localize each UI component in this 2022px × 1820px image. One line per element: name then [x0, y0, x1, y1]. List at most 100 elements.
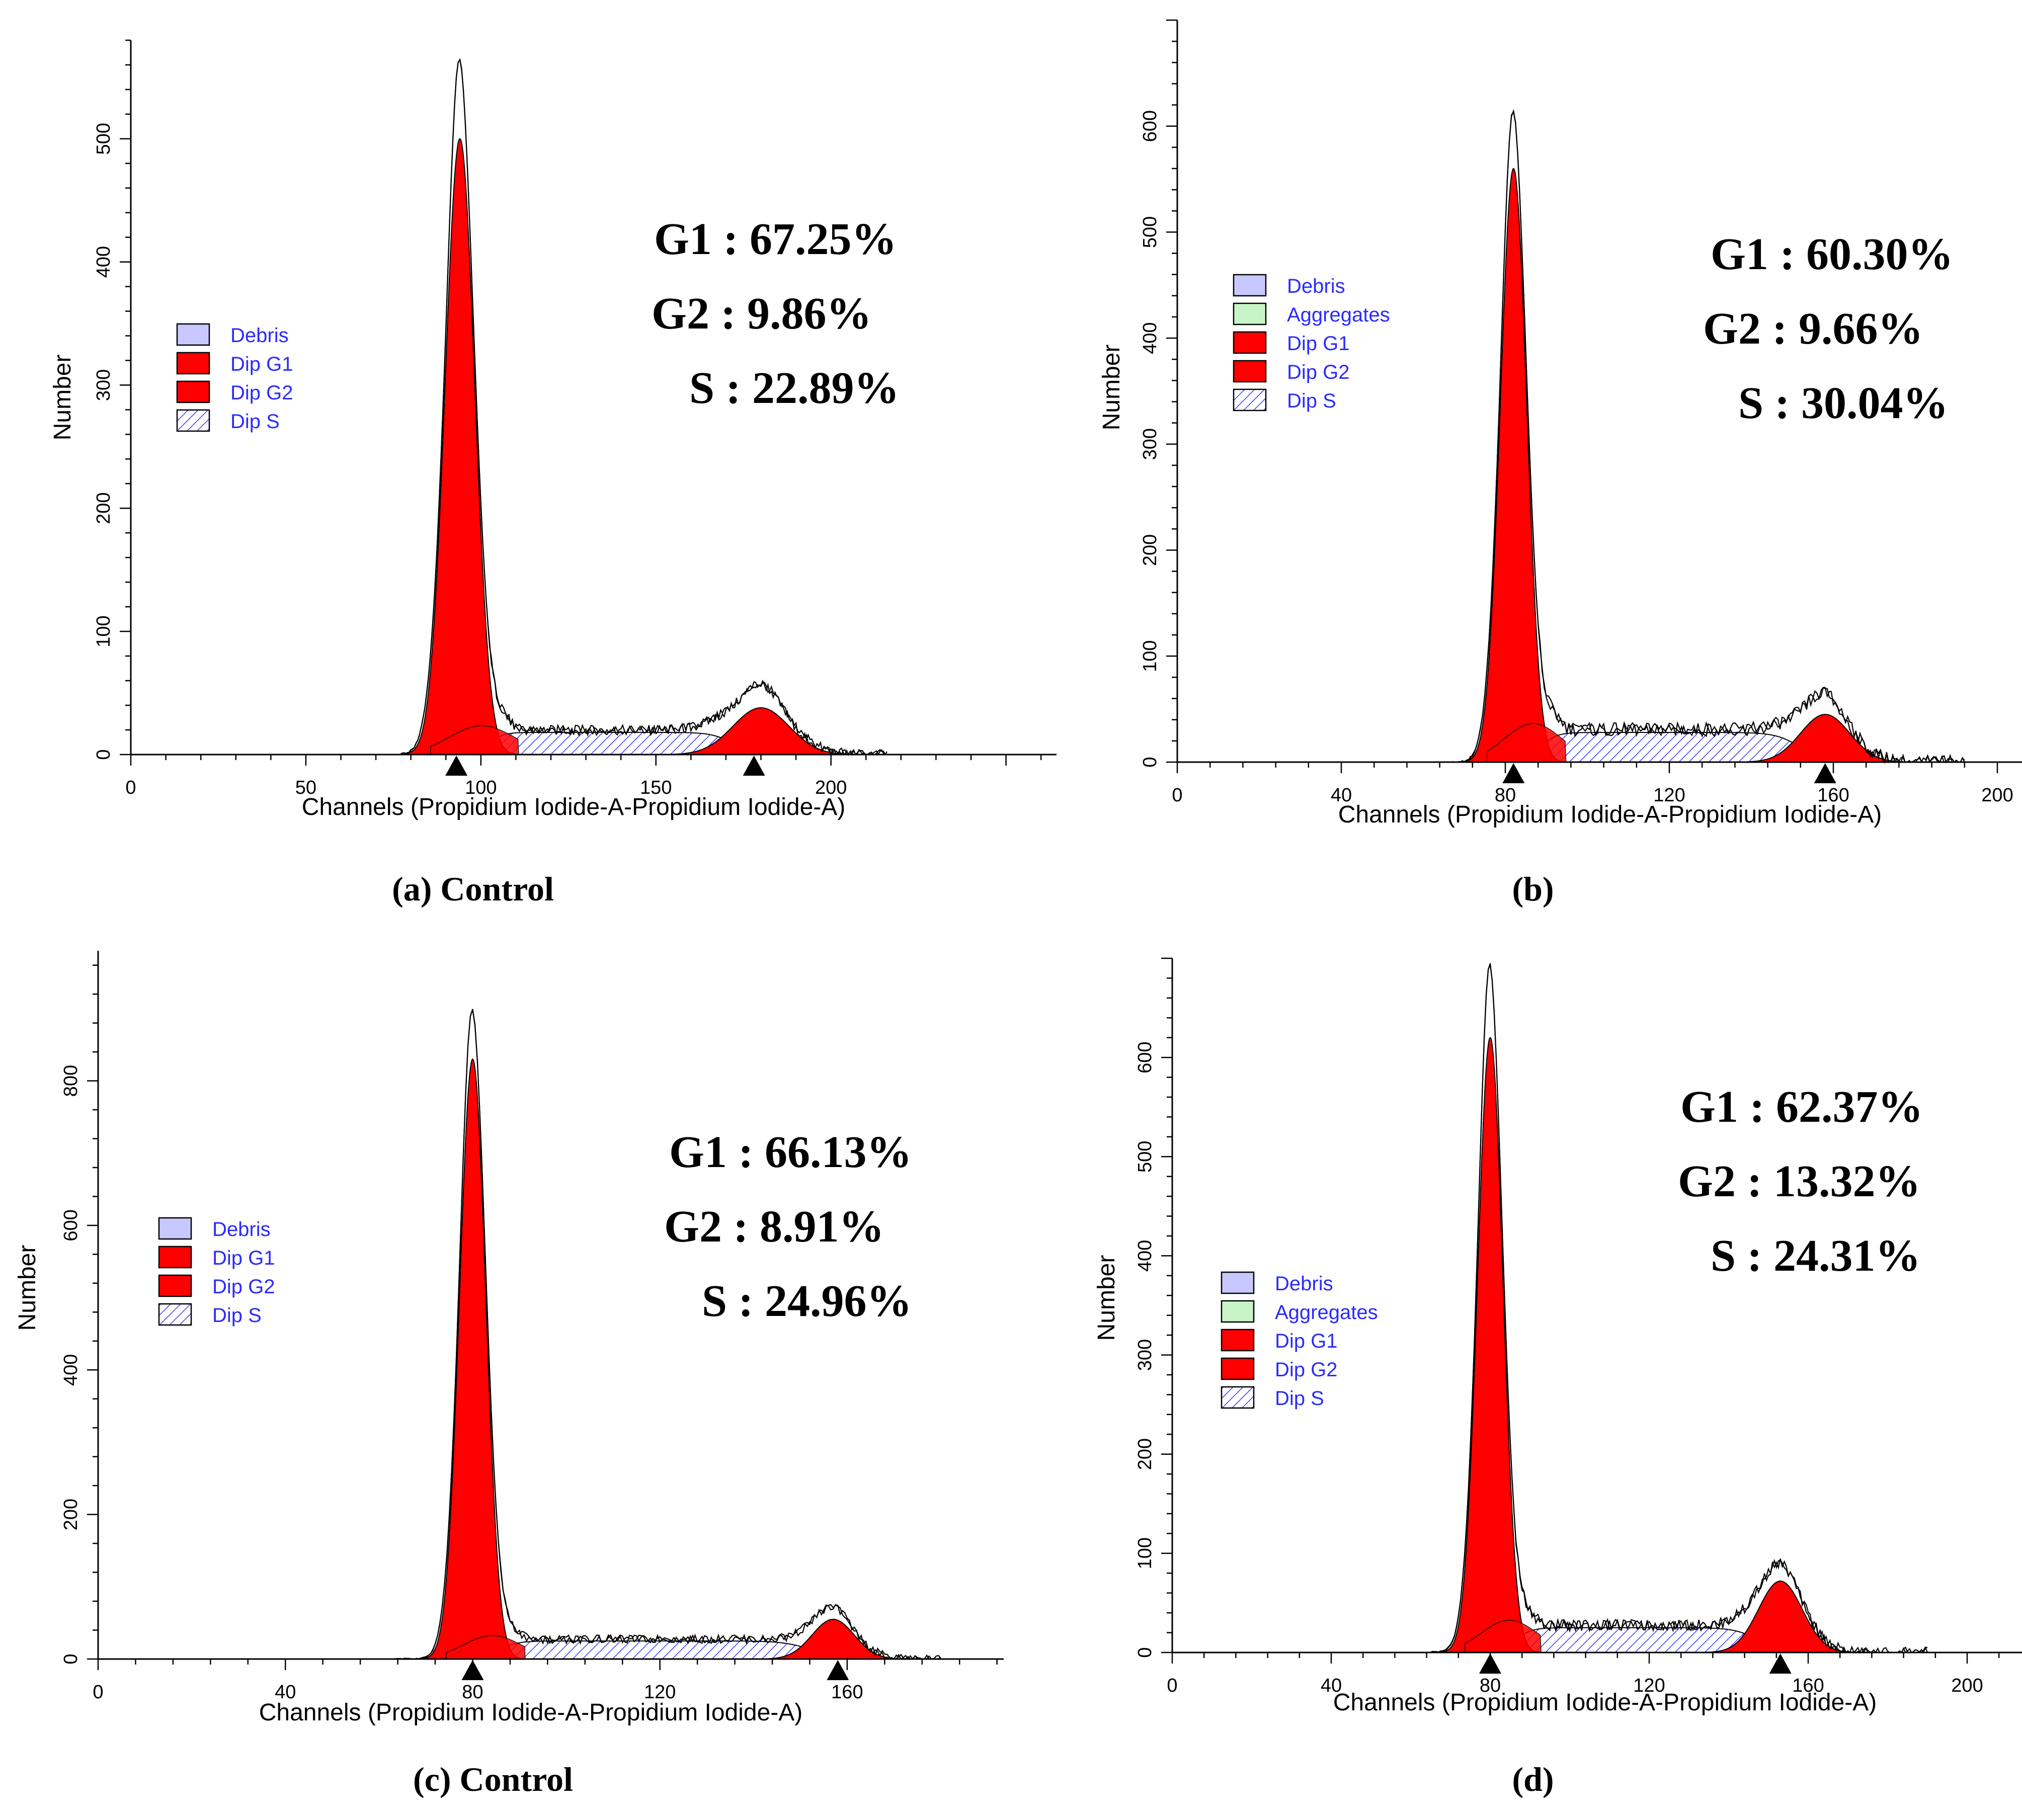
legend-label: Aggregates [1287, 304, 1390, 326]
legend-swatch [176, 409, 210, 432]
y-axis-label: Number [1098, 345, 1125, 431]
x-tick-label: 0 [1167, 1675, 1177, 1696]
stat-label: S : 24.96% [702, 1276, 912, 1326]
legend-swatch [1233, 360, 1267, 383]
y-tick-label: 100 [93, 615, 114, 647]
legend: Debris Dip G1 Dip G2 Dip S [176, 323, 293, 433]
y-axis-label: Number [1093, 1255, 1120, 1341]
legend-swatch [1233, 388, 1267, 411]
legend-swatch [1233, 274, 1267, 297]
panel-caption: (a) Control [392, 870, 554, 908]
chart-panel-b: 0 100 200 300 400 500 600 0 40 80 120 160 200 Channel… [1098, 19, 2022, 908]
legend-label: Dip G1 [230, 353, 293, 375]
y-tick-label: 200 [1135, 1438, 1156, 1470]
legend-label: Dip G2 [212, 1276, 275, 1298]
y-tick-label: 100 [1135, 1537, 1156, 1569]
peak-marker [1769, 1653, 1792, 1674]
y-tick-label: 600 [60, 1209, 82, 1241]
y-tick-label: 500 [1135, 1141, 1156, 1173]
y-tick-label: 400 [1135, 1240, 1156, 1272]
peak-marker [445, 756, 468, 776]
legend-swatch [1221, 1271, 1255, 1294]
x-axis-label: Channels (Propidium Iodide-A-Propidium I… [259, 1699, 803, 1726]
x-tick-label: 120 [644, 1682, 676, 1703]
x-tick-label: 100 [465, 777, 497, 798]
legend-label: Dip G2 [230, 382, 293, 404]
peak-marker [1479, 1653, 1501, 1674]
stat-label: G1 : 66.13% [669, 1127, 912, 1177]
raw-histogram-outline [1451, 109, 1965, 764]
legend-label: Dip G2 [1287, 361, 1350, 383]
y-tick-label: 0 [1135, 1647, 1156, 1658]
chart-panel-c: 0 200 400 600 800 0 40 80 120 160 Channels (Propid… [14, 951, 1004, 1798]
y-tick-label: 0 [93, 749, 114, 760]
legend-label: Debris [1287, 275, 1345, 297]
x-tick-label: 160 [831, 1682, 863, 1703]
raw-histogram-outline [1430, 963, 1928, 1654]
y-tick-label: 300 [93, 369, 114, 401]
x-tick-label: 50 [295, 777, 316, 798]
legend: Debris Aggregates Dip G1 Dip G2 Dip S [1233, 274, 1390, 412]
peak-marker [1814, 763, 1836, 783]
y-tick-label: 400 [1140, 322, 1161, 354]
y-tick-label: 200 [1140, 534, 1161, 566]
legend-label: Dip S [1275, 1387, 1324, 1410]
panel-caption: (c) Control [413, 1760, 573, 1798]
dip-g1-peak [407, 1058, 538, 1660]
dip-g1-tail [446, 1635, 526, 1660]
stat-label: S : 22.89% [689, 363, 900, 413]
stat-label: G2 : 9.86% [652, 289, 871, 339]
peak-marker [743, 756, 765, 776]
x-tick-label: 160 [1792, 1675, 1824, 1696]
legend-swatch [158, 1217, 192, 1240]
legend-swatch [1221, 1386, 1255, 1409]
stat-label: G2 : 8.91% [664, 1202, 884, 1252]
x-tick-label: 0 [1172, 785, 1182, 806]
chart-panel-d: 0 100 200 300 400 500 600 0 40 80 120 160 200 Channel… [1093, 957, 2022, 1798]
x-tick-label: 40 [1321, 1675, 1342, 1696]
legend-swatch [176, 352, 210, 375]
stat-label: G1 : 67.25% [654, 214, 897, 264]
y-tick-label: 400 [93, 246, 114, 278]
x-tick-label: 80 [462, 1682, 483, 1703]
stat-label: S : 30.04% [1738, 378, 1949, 428]
peak-marker [827, 1660, 849, 1680]
y-tick-label: 500 [1140, 216, 1161, 248]
x-tick-label: 200 [815, 777, 847, 798]
dip-g1-tail [1487, 723, 1567, 763]
raw-histogram-outline [400, 58, 887, 756]
legend-swatch [158, 1274, 192, 1297]
y-tick-label: 400 [60, 1354, 82, 1386]
legend-swatch [158, 1246, 192, 1269]
x-tick-label: 40 [275, 1682, 296, 1703]
y-tick-label: 300 [1135, 1339, 1156, 1371]
stat-label: G1 : 60.30% [1711, 229, 1953, 279]
legend-label: Dip G2 [1275, 1359, 1338, 1381]
dip-g1-tail [1464, 1620, 1542, 1653]
dip-g2-peak [649, 707, 873, 755]
stat-label: G2 : 9.66% [1703, 304, 1923, 354]
y-tick-label: 600 [1140, 110, 1161, 142]
stat-label: S : 24.31% [1711, 1231, 1921, 1281]
x-axis-label: Channels (Propidium Iodide-A-Propidium I… [1338, 801, 1882, 828]
x-tick-label: 0 [93, 1682, 103, 1703]
stat-label: G1 : 62.37% [1680, 1082, 1923, 1132]
dip-g1-peak [1447, 168, 1579, 763]
raw-histogram-outline [393, 1009, 941, 1660]
legend-label: Dip S [212, 1304, 262, 1327]
y-axis-label: Number [49, 355, 76, 441]
legend-label: Debris [212, 1218, 271, 1240]
stat-label: G2 : 13.32% [1678, 1156, 1920, 1206]
y-tick-label: 0 [1140, 757, 1161, 767]
legend-swatch [1233, 302, 1267, 325]
x-tick-label: 200 [1981, 785, 2013, 806]
dip-g1-peak [386, 138, 534, 755]
legend-label: Dip G1 [212, 1247, 275, 1269]
legend-label: Dip G1 [1275, 1330, 1338, 1352]
legend-label: Dip S [230, 410, 280, 433]
legend-swatch [1233, 331, 1267, 354]
x-tick-label: 120 [1653, 785, 1685, 806]
y-axis-label: Number [14, 1245, 41, 1331]
